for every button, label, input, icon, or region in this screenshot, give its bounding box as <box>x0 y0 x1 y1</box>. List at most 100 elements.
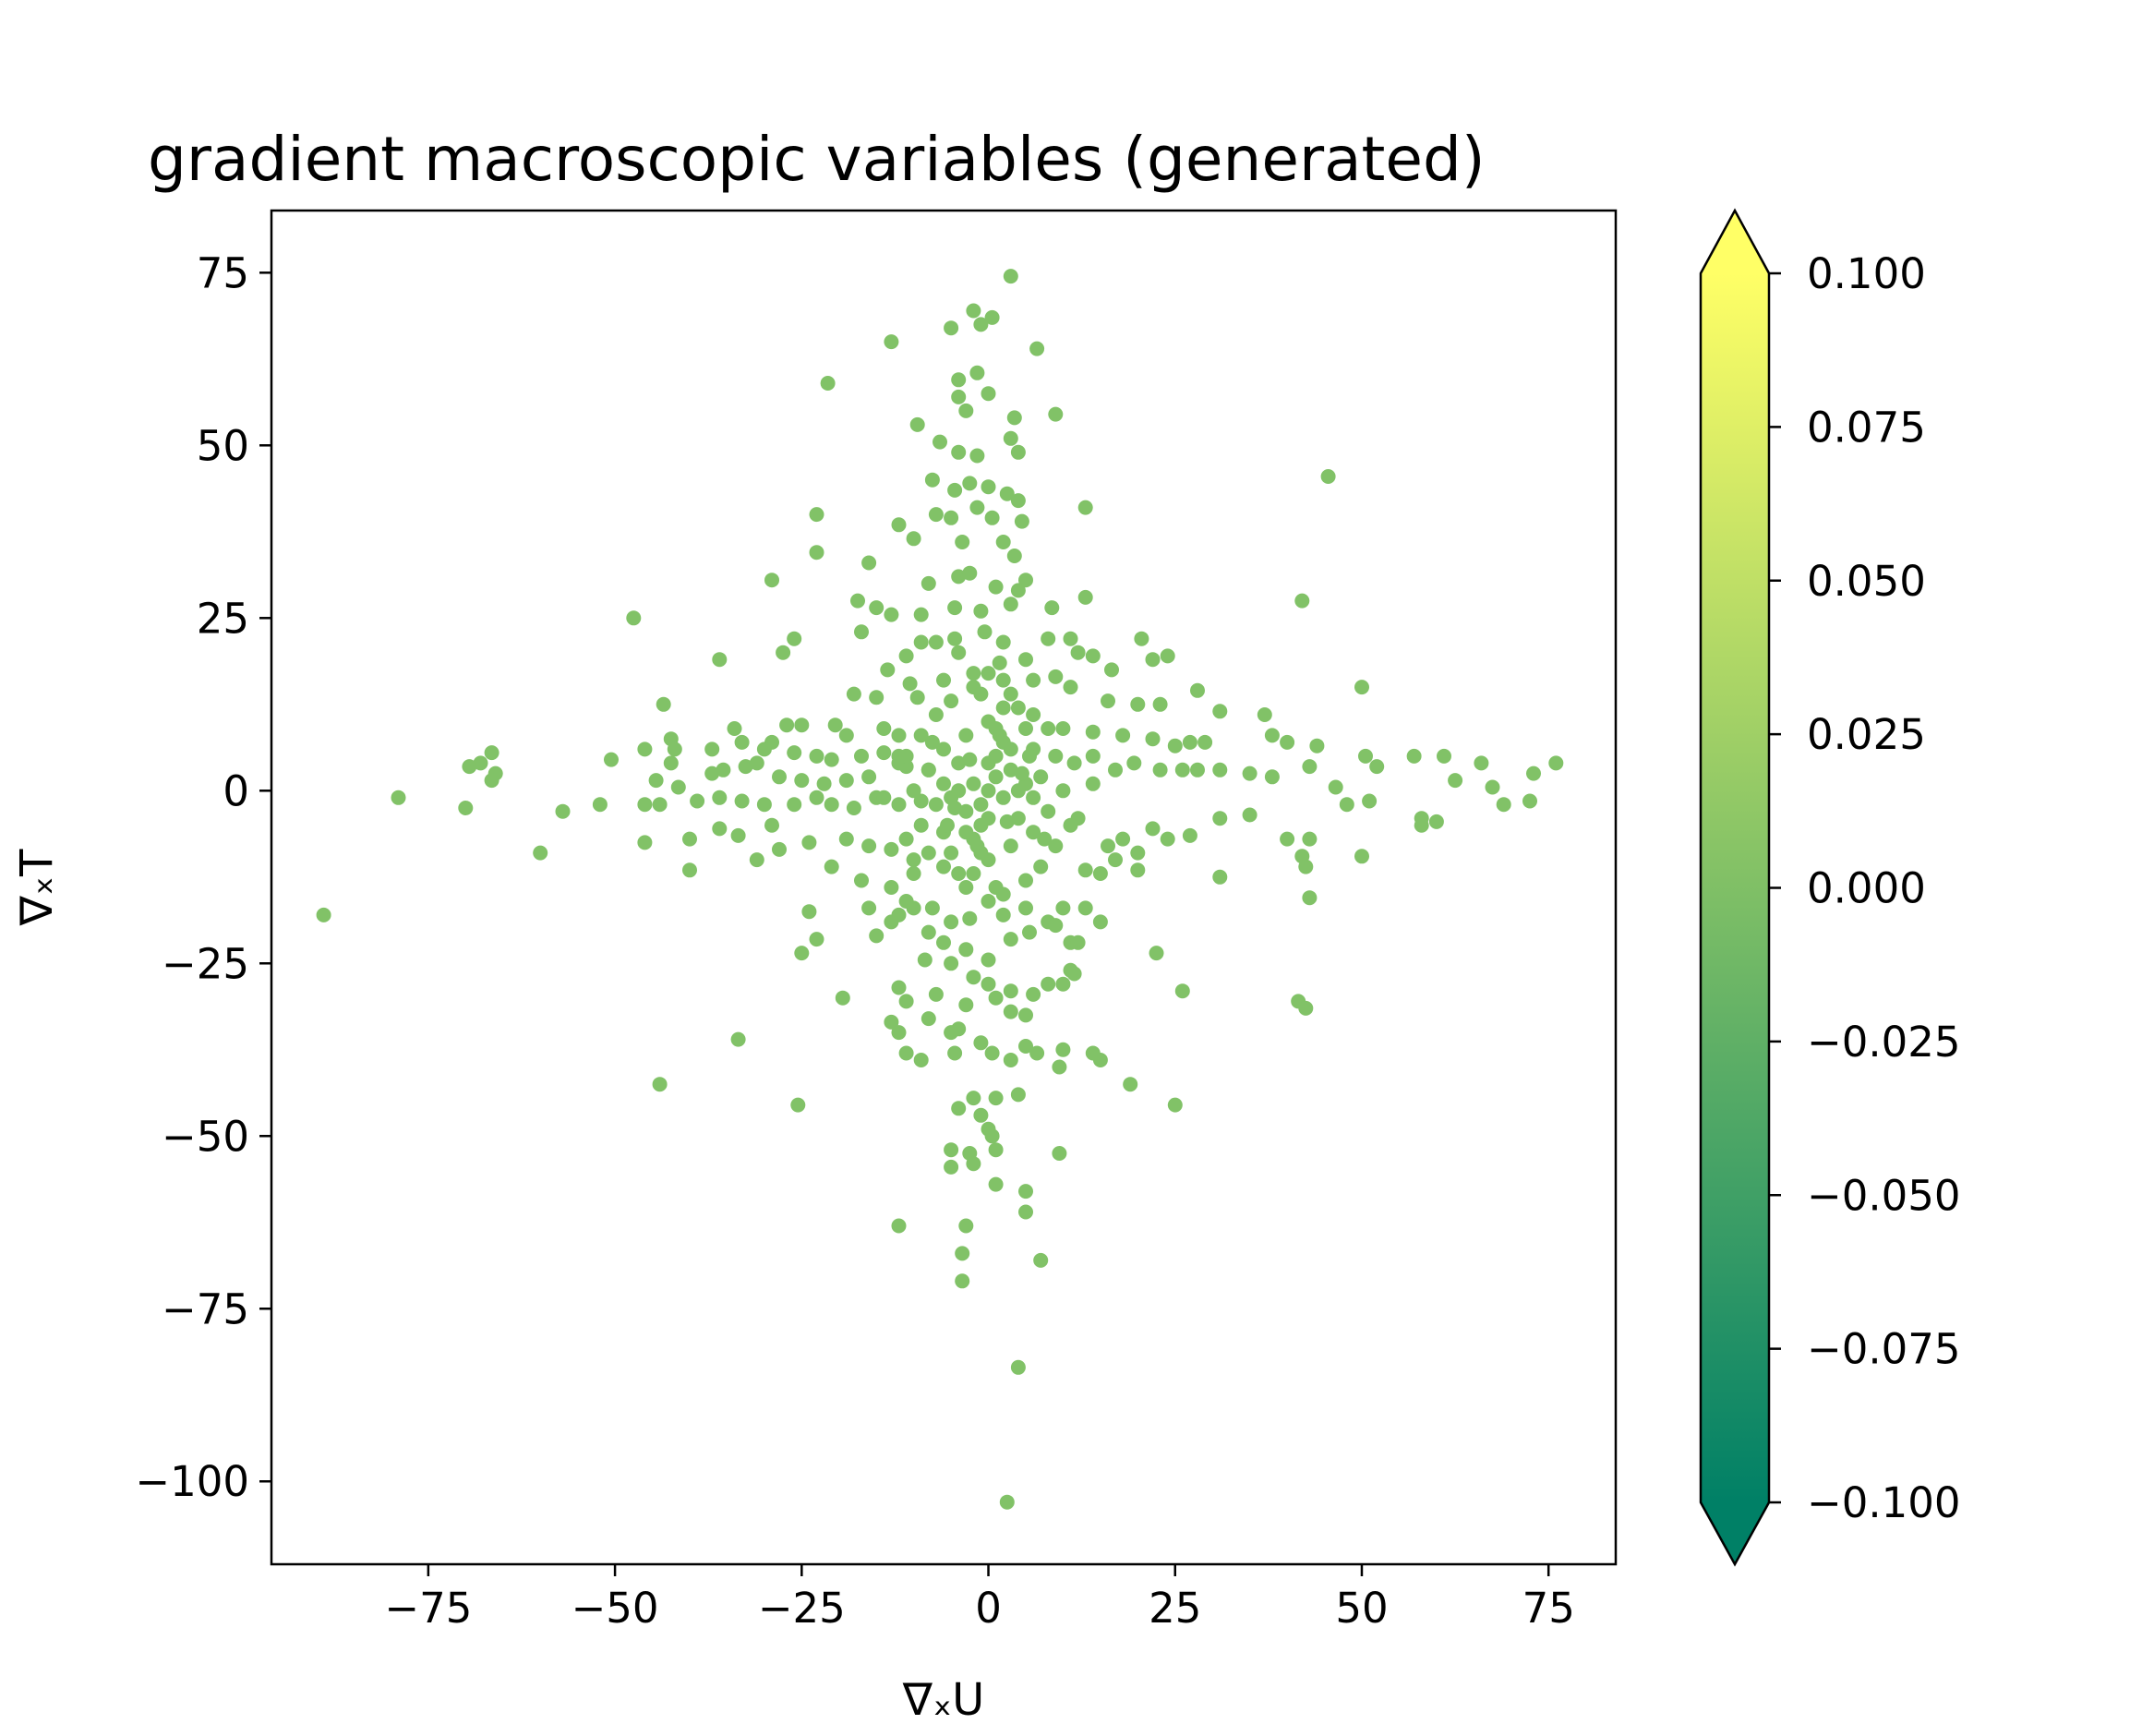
scatter-point <box>921 762 936 778</box>
scatter-point <box>958 803 974 819</box>
scatter-point <box>846 686 861 702</box>
scatter-point <box>1048 669 1064 684</box>
scatter-point <box>966 866 981 881</box>
scatter-point <box>1212 811 1228 826</box>
scatter-point <box>880 662 896 678</box>
scatter-point <box>1041 976 1056 992</box>
scatter-point <box>670 779 686 795</box>
scatter-point <box>484 773 499 789</box>
scatter-point <box>876 790 892 805</box>
scatter-point <box>854 624 869 640</box>
scatter-point <box>1052 1146 1067 1161</box>
scatter-point <box>969 365 985 380</box>
scatter-point <box>966 1156 981 1172</box>
scatter-point <box>891 517 907 533</box>
scatter-point <box>1066 966 1082 982</box>
scatter-point <box>1029 1045 1045 1061</box>
scatter-point <box>1358 748 1373 764</box>
scatter-point <box>1003 597 1018 612</box>
scatter-point <box>1033 859 1049 874</box>
scatter-point <box>1115 728 1131 743</box>
scatter-point <box>944 320 959 336</box>
plot-area: −75 −50 −25 0 25 50 75 75 50 25 0 −25 −50 −75 −100 <box>135 209 1618 1633</box>
scatter-point <box>1242 766 1258 781</box>
scatter-point <box>1362 793 1378 809</box>
scatter-point <box>772 769 787 785</box>
scatter-point <box>1085 724 1101 740</box>
scatter-point <box>969 448 985 464</box>
scatter-point <box>1026 825 1041 840</box>
scatter-point <box>1101 693 1115 709</box>
scatter-point <box>928 797 944 813</box>
scatter-point <box>809 545 824 561</box>
scatter-point <box>484 745 499 761</box>
colorbar-tick-label: 0.100 <box>1807 249 1926 298</box>
scatter-point <box>1264 769 1280 785</box>
scatter-point <box>1018 1039 1033 1054</box>
scatter-point <box>958 880 974 895</box>
scatter-point <box>940 817 955 833</box>
scatter-point <box>1302 890 1318 906</box>
scatter-point <box>779 717 795 733</box>
scatter-point <box>854 748 869 764</box>
scatter-point <box>1066 755 1082 771</box>
scatter-point <box>944 1025 959 1041</box>
scatter-point <box>921 845 936 861</box>
scatter-point <box>966 776 981 791</box>
scatter-point <box>951 783 967 799</box>
scatter-point <box>1003 686 1018 702</box>
scatter-point <box>1190 762 1205 778</box>
scatter-point <box>809 932 824 947</box>
scatter-point <box>1055 783 1071 799</box>
scatter-point <box>704 766 720 781</box>
scatter-point <box>756 741 772 757</box>
scatter-point <box>1298 1000 1314 1016</box>
scatter-point <box>712 821 728 837</box>
colorbar: 0.100 0.075 0.050 0.025 0.000 −0.025 −0.050 −0.… <box>1699 208 1961 1567</box>
scatter-point <box>1302 759 1318 775</box>
scatter-point <box>1526 766 1541 781</box>
scatter-point <box>1055 900 1071 916</box>
scatter-point <box>533 845 548 861</box>
scatter-point <box>1123 1077 1138 1092</box>
scatter-point <box>921 1011 936 1027</box>
scatter-point <box>921 575 936 591</box>
scatter-point <box>1197 734 1213 750</box>
scatter-point <box>947 801 963 815</box>
plot-frame <box>270 209 1618 1566</box>
scatter-point <box>1022 924 1037 940</box>
scatter-point <box>962 752 978 767</box>
scatter-point <box>1014 513 1029 529</box>
scatter-point <box>936 741 951 757</box>
scatter-point <box>891 797 907 813</box>
scatter-point <box>921 924 936 940</box>
scatter-point <box>988 1176 1004 1192</box>
scatter-point <box>1302 831 1318 847</box>
scatter-point <box>1026 672 1041 688</box>
scatter-point <box>1522 793 1537 809</box>
scatter-point <box>995 886 1011 902</box>
scatter-point <box>891 1025 907 1041</box>
scatter-point <box>473 755 488 771</box>
scatter-point <box>955 1273 970 1289</box>
scatter-point <box>1037 831 1053 847</box>
scatter-point <box>1048 918 1064 934</box>
scatter-point <box>913 607 929 622</box>
scatter-point <box>1026 790 1041 805</box>
scatter-point <box>1077 500 1093 515</box>
scatter-point <box>861 900 877 916</box>
scatter-point <box>928 634 944 650</box>
scatter-point <box>787 797 802 813</box>
scatter-point <box>787 631 802 646</box>
scatter-point <box>850 593 865 609</box>
colorbar-tick-label: 0.025 <box>1807 710 1926 759</box>
scatter-point <box>995 700 1011 716</box>
scatter-point <box>1044 600 1060 616</box>
scatter-point <box>801 835 817 850</box>
scatter-point <box>734 793 750 809</box>
scatter-point <box>838 728 854 743</box>
scatter-point <box>924 472 940 488</box>
scatter-point <box>936 672 951 688</box>
scatter-point <box>973 317 989 332</box>
